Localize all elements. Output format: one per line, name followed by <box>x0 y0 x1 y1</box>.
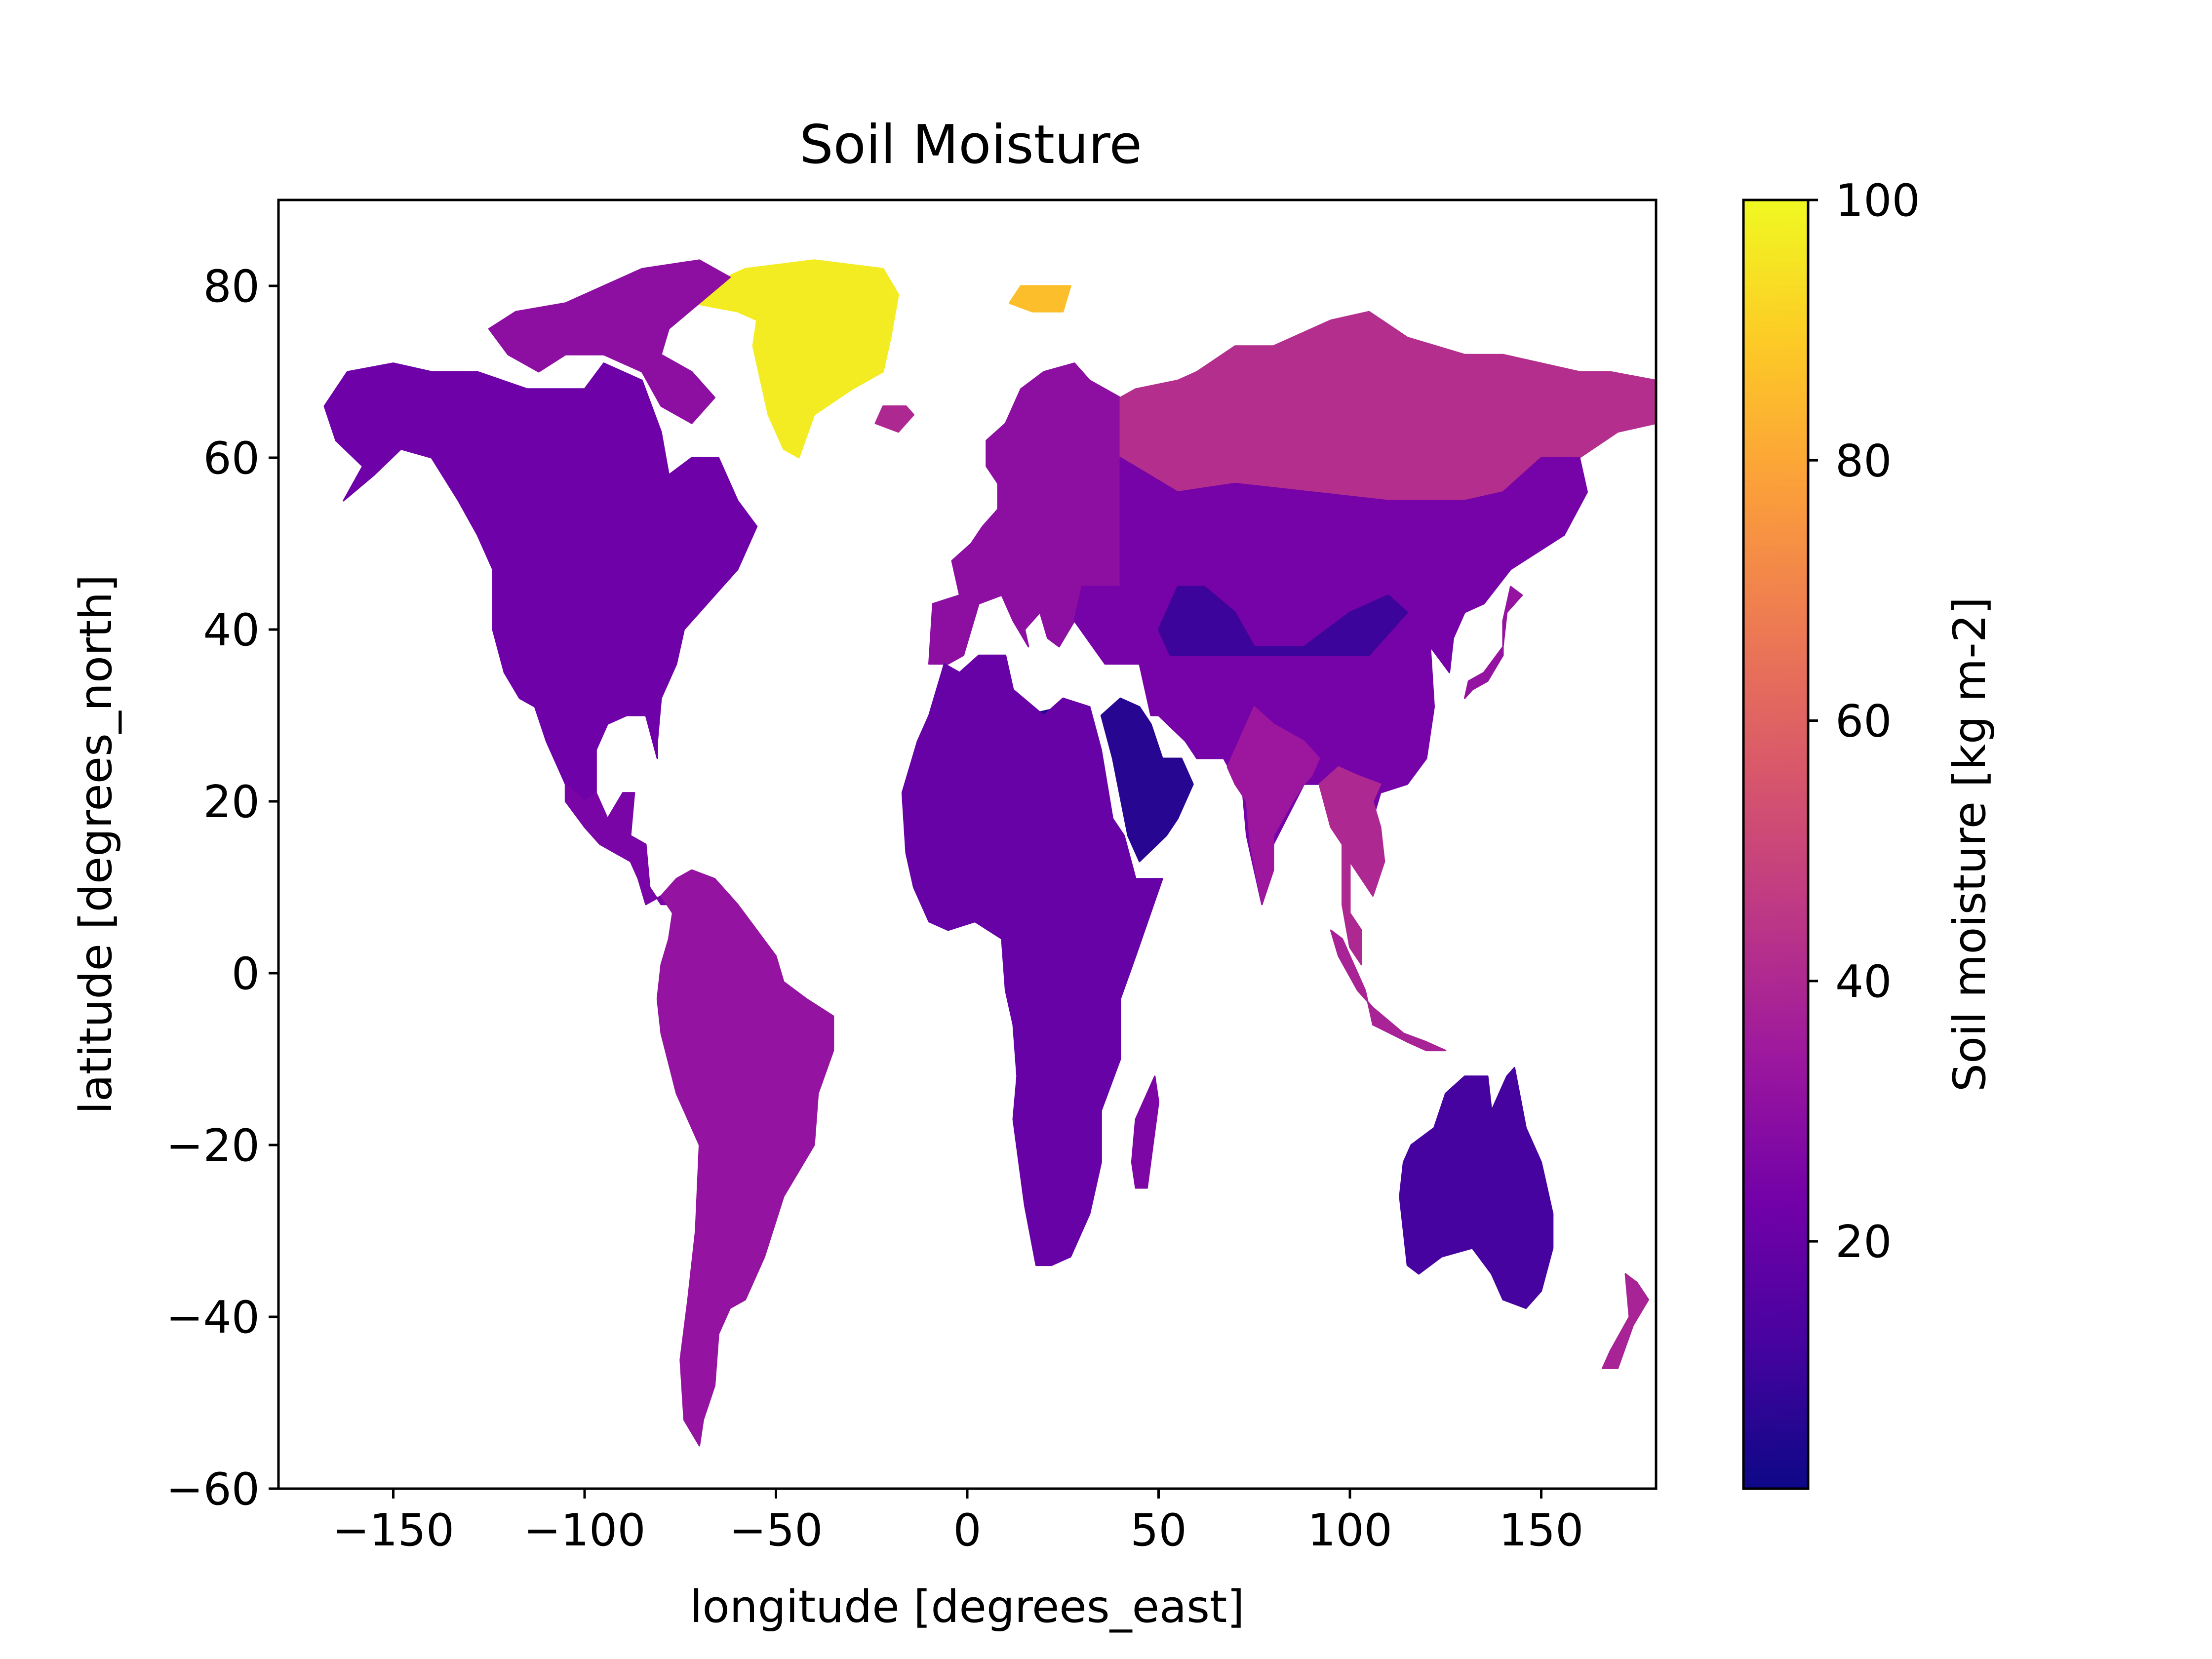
region-greenland <box>691 259 899 459</box>
region-central-asia-deserts <box>1158 586 1408 656</box>
y-tick-label: −60 <box>166 1463 260 1515</box>
region-indonesia <box>1330 929 1447 1052</box>
colorbar-tick-label: 40 <box>1835 956 1892 1008</box>
y-axis-label: latitude [degrees_north] <box>70 575 122 1114</box>
region-central-america <box>564 783 670 906</box>
y-tick-label: 60 <box>203 433 260 484</box>
x-tick-label: 0 <box>953 1504 981 1556</box>
colorbar-tick-label: 60 <box>1835 696 1892 748</box>
region-north-america <box>323 362 758 802</box>
x-tick-label: 50 <box>1130 1504 1187 1556</box>
x-tick-label: −50 <box>729 1504 823 1556</box>
y-tick-label: 20 <box>203 776 260 828</box>
colorbar-tick-label: 100 <box>1835 175 1920 227</box>
colorbar-gradient <box>1743 200 1808 1489</box>
x-tick-label: −100 <box>523 1504 645 1556</box>
colorbar-frame <box>1742 198 1810 1490</box>
y-tick-label: −20 <box>166 1120 260 1172</box>
x-axis: −150 −100 −50 0 50 100 150 <box>332 1489 1584 1556</box>
colorbar-label: Soil moisture [kg m-2] <box>1944 597 1996 1092</box>
x-tick-label: 100 <box>1307 1504 1392 1556</box>
x-tick-label: 150 <box>1499 1504 1584 1556</box>
y-tick-label: 40 <box>203 604 260 656</box>
map-layer <box>323 259 1657 1447</box>
region-arabian-peninsula <box>1100 697 1194 863</box>
colorbar-tick-label: 80 <box>1835 435 1892 487</box>
colorbar-tick-label: 20 <box>1835 1216 1892 1268</box>
region-australia <box>1399 1066 1554 1309</box>
region-svalbard <box>1008 285 1071 313</box>
region-india <box>1226 706 1320 906</box>
region-south-america <box>656 869 834 1447</box>
region-southeast-asia <box>1318 766 1385 966</box>
x-axis-label: longitude [degrees_east] <box>690 1581 1245 1633</box>
colorbar-ticks: 20 40 60 80 100 <box>1808 175 1920 1268</box>
colorbar: 20 40 60 80 100 <box>1742 175 1920 1490</box>
x-tick-label: −150 <box>332 1504 454 1556</box>
y-tick-label: −40 <box>166 1292 260 1343</box>
region-canadian-arctic-archipelago <box>488 259 731 424</box>
y-tick-label: 0 <box>232 948 260 1000</box>
region-madagascar <box>1131 1075 1159 1189</box>
y-tick-label: 80 <box>203 261 260 313</box>
region-new-zealand <box>1602 1273 1649 1369</box>
region-iceland <box>874 405 914 433</box>
chart-title: Soil Moisture <box>799 114 1142 176</box>
region-japan <box>1464 586 1523 699</box>
y-axis: −60 −40 −20 0 20 40 60 80 <box>166 261 278 1515</box>
region-africa <box>901 654 1163 1266</box>
